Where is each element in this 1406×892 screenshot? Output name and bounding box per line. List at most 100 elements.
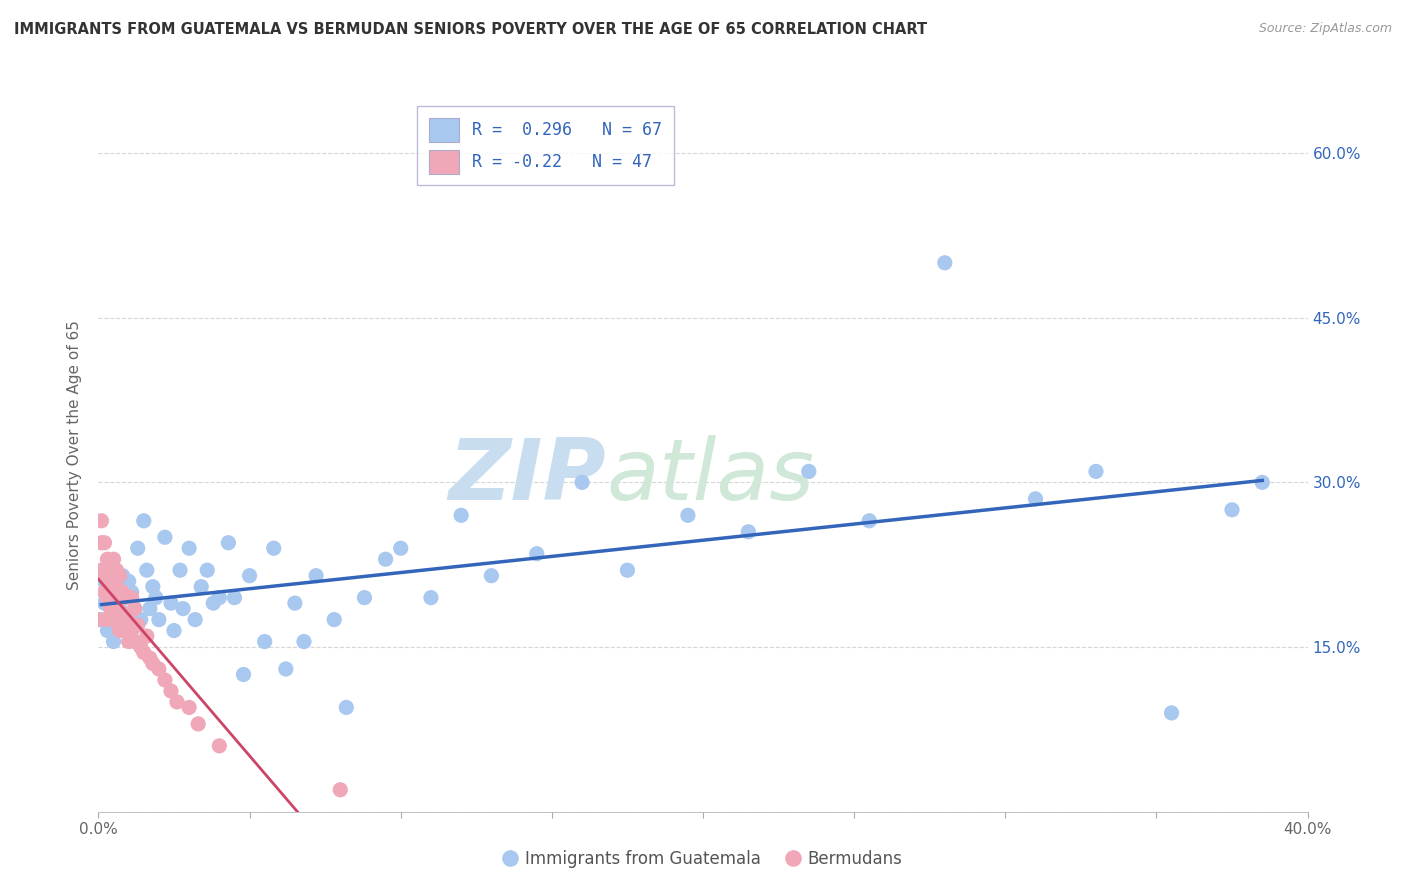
- Point: [124, 601, 146, 615]
- Point: [217, 535, 239, 549]
- Point: [111, 613, 134, 627]
- Point: [166, 695, 188, 709]
- Point: [139, 601, 162, 615]
- Point: [160, 684, 183, 698]
- Point: [1085, 464, 1108, 478]
- Point: [96, 624, 118, 638]
- Point: [420, 591, 443, 605]
- Point: [571, 475, 593, 490]
- Point: [100, 580, 122, 594]
- Point: [105, 613, 128, 627]
- Point: [90, 514, 112, 528]
- Point: [105, 563, 128, 577]
- Point: [184, 613, 207, 627]
- Point: [108, 568, 131, 582]
- Point: [96, 552, 118, 566]
- Point: [103, 552, 125, 566]
- Point: [114, 618, 136, 632]
- Point: [616, 563, 638, 577]
- Point: [526, 547, 548, 561]
- Point: [323, 613, 346, 627]
- Point: [934, 256, 956, 270]
- Point: [1160, 706, 1182, 720]
- Point: [105, 580, 128, 594]
- Point: [284, 596, 307, 610]
- Point: [108, 601, 131, 615]
- Point: [111, 568, 134, 582]
- Point: [481, 568, 503, 582]
- Point: [135, 563, 157, 577]
- Point: [190, 580, 212, 594]
- Point: [142, 657, 165, 671]
- Point: [389, 541, 412, 556]
- Point: [103, 568, 125, 582]
- Text: ZIP: ZIP: [449, 434, 606, 518]
- Point: [103, 634, 125, 648]
- Point: [87, 613, 110, 627]
- Point: [93, 585, 115, 599]
- Point: [253, 634, 276, 648]
- Point: [139, 651, 162, 665]
- Point: [124, 601, 146, 615]
- Point: [121, 585, 143, 599]
- Point: [129, 613, 152, 627]
- Point: [100, 563, 122, 577]
- Point: [169, 563, 191, 577]
- Point: [145, 591, 167, 605]
- Point: [118, 591, 141, 605]
- Point: [858, 514, 880, 528]
- Point: [96, 580, 118, 594]
- Point: [90, 563, 112, 577]
- Point: [124, 634, 146, 648]
- Point: [90, 535, 112, 549]
- Point: [111, 585, 134, 599]
- Point: [353, 591, 375, 605]
- Point: [127, 618, 149, 632]
- Point: [179, 541, 201, 556]
- Point: [121, 591, 143, 605]
- Point: [274, 662, 297, 676]
- Point: [93, 535, 115, 549]
- Point: [208, 739, 231, 753]
- Point: [148, 662, 170, 676]
- Point: [202, 596, 225, 610]
- Point: [108, 591, 131, 605]
- Point: [208, 591, 231, 605]
- Point: [121, 624, 143, 638]
- Point: [105, 585, 128, 599]
- Point: [132, 514, 155, 528]
- Point: [263, 541, 285, 556]
- Legend: Immigrants from Guatemala, Bermudans: Immigrants from Guatemala, Bermudans: [496, 844, 910, 875]
- Point: [195, 563, 218, 577]
- Text: atlas: atlas: [606, 434, 814, 518]
- Point: [135, 629, 157, 643]
- Point: [114, 607, 136, 621]
- Point: [100, 601, 122, 615]
- Point: [103, 613, 125, 627]
- Point: [172, 601, 194, 615]
- Point: [103, 607, 125, 621]
- Point: [329, 782, 352, 797]
- Point: [129, 640, 152, 654]
- Point: [96, 591, 118, 605]
- Point: [118, 634, 141, 648]
- Point: [100, 591, 122, 605]
- Point: [160, 596, 183, 610]
- Point: [93, 574, 115, 589]
- Y-axis label: Seniors Poverty Over the Age of 65: Seniors Poverty Over the Age of 65: [67, 320, 83, 590]
- Point: [142, 580, 165, 594]
- Point: [114, 591, 136, 605]
- Point: [232, 667, 254, 681]
- Point: [148, 613, 170, 627]
- Point: [797, 464, 820, 478]
- Point: [163, 624, 186, 638]
- Point: [450, 508, 472, 523]
- Point: [96, 613, 118, 627]
- Point: [305, 568, 328, 582]
- Point: [105, 601, 128, 615]
- Point: [132, 646, 155, 660]
- Text: Source: ZipAtlas.com: Source: ZipAtlas.com: [1258, 22, 1392, 36]
- Point: [93, 596, 115, 610]
- Point: [1220, 503, 1243, 517]
- Point: [374, 552, 396, 566]
